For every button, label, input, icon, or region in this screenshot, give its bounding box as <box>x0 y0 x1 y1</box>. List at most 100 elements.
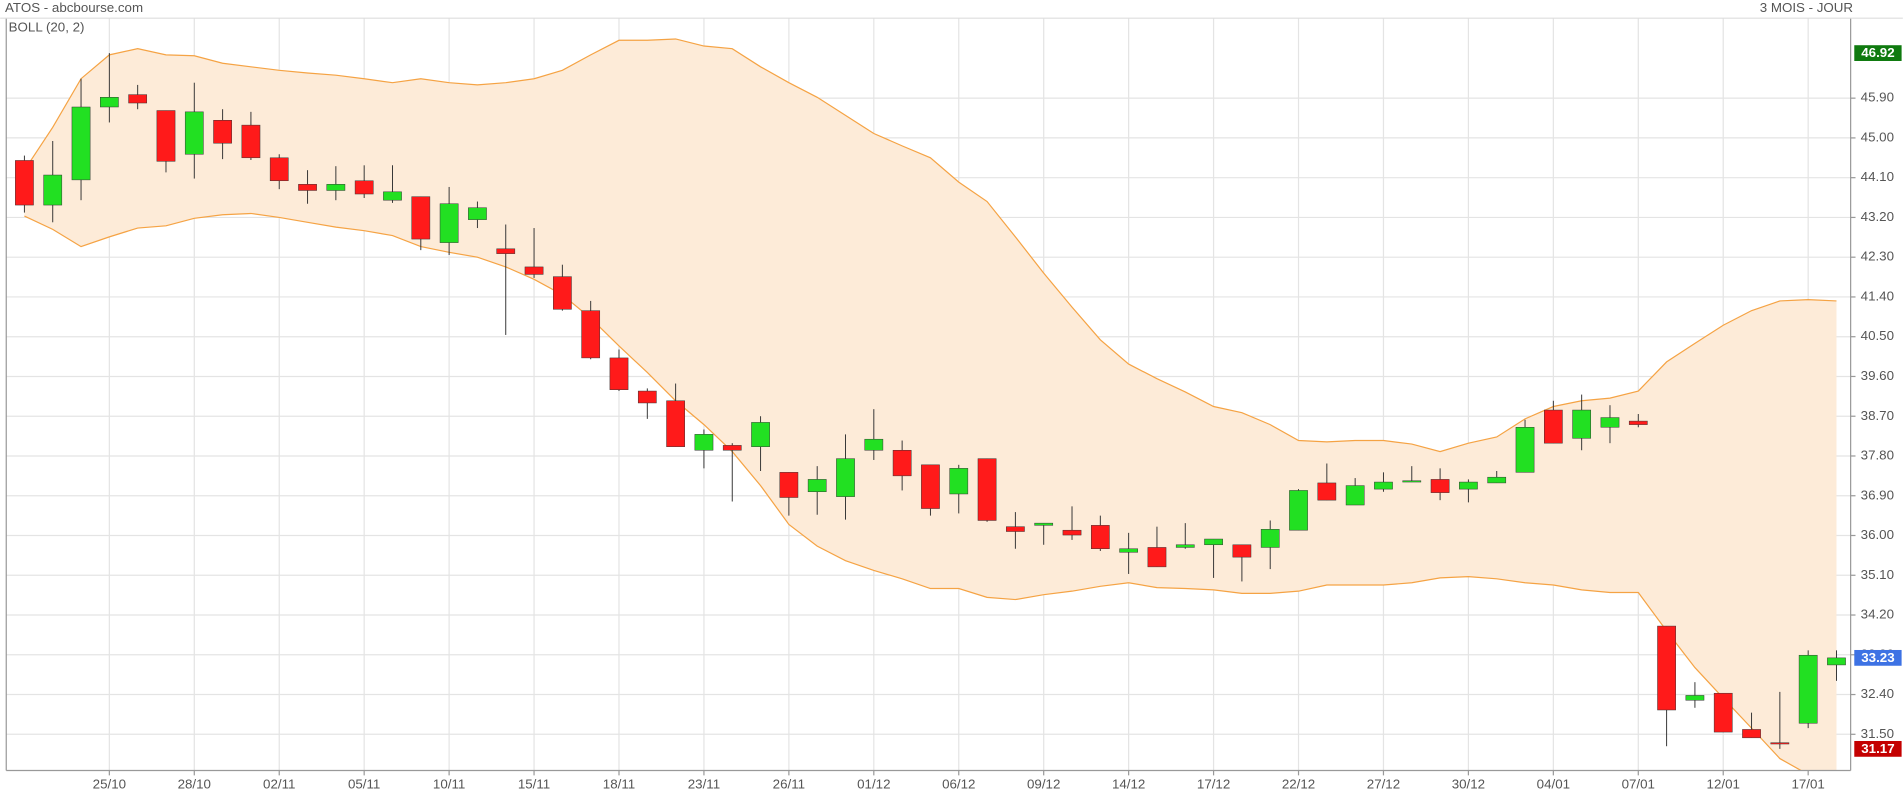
price-tag <box>1854 45 1902 61</box>
y-tick-label: 45.00 <box>1861 129 1894 144</box>
candle-body <box>637 390 657 404</box>
band-upper <box>23 38 1837 453</box>
candle-body <box>581 310 601 359</box>
candle-body <box>1374 481 1393 490</box>
candle-body <box>354 180 374 195</box>
candle-body <box>1713 692 1733 733</box>
chart-subtitle: 3 MOIS - JOUR <box>1760 0 1853 15</box>
candle-body <box>43 174 63 206</box>
x-tick-label: 15/11 <box>518 777 550 792</box>
x-tick-label: 04/01 <box>1537 777 1570 792</box>
candle-body <box>241 124 261 159</box>
x-tick-label: 10/11 <box>433 777 465 792</box>
y-tick-label: 42.30 <box>1861 249 1894 264</box>
candle-body <box>1147 547 1167 568</box>
y-tick-label: 32.40 <box>1861 686 1894 701</box>
candle-body <box>71 106 91 181</box>
x-tick-label: 06/12 <box>942 777 975 792</box>
candle-body <box>1204 538 1223 546</box>
y-tick-label: 36.00 <box>1861 527 1894 542</box>
candle-body <box>156 110 176 162</box>
candle-body <box>326 184 346 191</box>
candle-body <box>213 120 232 144</box>
candle-body <box>1628 420 1648 425</box>
y-tick-label: 43.20 <box>1861 209 1894 224</box>
candle-body <box>666 400 685 447</box>
x-tick-label: 02/11 <box>263 777 295 792</box>
x-tick-label: 26/11 <box>773 777 805 792</box>
candle-body <box>977 458 997 521</box>
candle-body <box>411 196 431 240</box>
candle-body <box>807 479 827 493</box>
x-tick-label: 17/12 <box>1197 777 1230 792</box>
y-tick-label: 40.50 <box>1861 328 1894 343</box>
candle-body <box>439 203 459 243</box>
candle-body <box>1515 427 1535 473</box>
candle-body <box>1034 522 1054 526</box>
x-tick-label: 05/11 <box>348 777 380 792</box>
axis-labels: 31.5032.4033.3034.2035.1036.0036.9037.80… <box>93 90 1894 792</box>
candle-body <box>921 464 940 509</box>
candle-body <box>751 422 770 447</box>
candles <box>15 53 1846 749</box>
candle-body <box>1260 529 1280 548</box>
candle-body <box>779 472 799 498</box>
x-tick-label: 14/12 <box>1112 777 1145 792</box>
candle-body <box>1345 485 1365 506</box>
candle-body <box>1317 482 1337 501</box>
candle-body <box>1770 742 1790 745</box>
candle-body <box>1572 409 1592 439</box>
price-tags: 46.92 33.23 31.17 <box>1854 45 1902 757</box>
x-tick-label: 01/12 <box>857 777 890 792</box>
candle-body <box>1402 480 1422 483</box>
price-tag <box>1854 740 1902 757</box>
candle-body <box>609 357 629 390</box>
candle-body <box>694 434 714 451</box>
candle-body <box>1459 481 1478 490</box>
candle-body <box>1232 544 1252 558</box>
candle-body <box>553 276 572 310</box>
candle-body <box>722 445 742 451</box>
candle-body <box>524 266 544 275</box>
indicator-name: BOLL (20, 2) <box>9 19 85 34</box>
price-tag <box>1854 649 1902 666</box>
candle-body <box>383 191 402 201</box>
candle-body <box>949 468 969 495</box>
candle-body <box>1798 654 1818 724</box>
candle-body <box>1175 544 1195 548</box>
candle-body <box>128 94 148 104</box>
y-tick-label: 44.10 <box>1861 169 1894 184</box>
chart-title: ATOS - abcbourse.com <box>5 0 143 15</box>
x-tick-label: 18/11 <box>603 777 635 792</box>
price-tag-label: 46.92 <box>1861 45 1894 60</box>
y-tick-label: 38.70 <box>1861 408 1894 423</box>
x-tick-label: 30/12 <box>1452 777 1485 792</box>
candle-body <box>468 207 487 220</box>
candle-body <box>298 184 317 191</box>
candle-body <box>864 438 884 451</box>
candle-body <box>15 160 34 206</box>
candle-body <box>1289 490 1308 531</box>
y-tick-label: 37.80 <box>1861 448 1894 463</box>
y-tick-label: 45.90 <box>1861 90 1894 105</box>
candle-body <box>892 449 912 477</box>
candle-body <box>836 458 855 497</box>
candle-body <box>269 157 289 182</box>
candle-body <box>184 111 204 155</box>
y-tick-label: 36.90 <box>1861 487 1894 502</box>
band-lower <box>24 212 1803 771</box>
candle-body <box>1600 417 1620 428</box>
y-tick-label: 35.10 <box>1861 567 1894 582</box>
x-tick-label: 07/01 <box>1622 777 1655 792</box>
y-tick-label: 34.20 <box>1861 607 1894 622</box>
candle-body <box>1119 548 1138 553</box>
x-tick-label: 23/11 <box>688 777 720 792</box>
candle-body <box>1090 525 1110 549</box>
candle-body <box>1487 476 1507 484</box>
candle-body <box>1742 729 1761 739</box>
x-tick-label: 17/01 <box>1791 777 1824 792</box>
candle-body <box>1062 529 1082 536</box>
x-tick-label: 22/12 <box>1282 777 1315 792</box>
